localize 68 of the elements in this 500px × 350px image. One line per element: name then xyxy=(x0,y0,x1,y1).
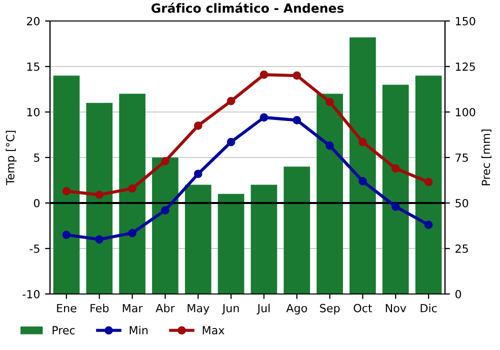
x-tick-label: Jun xyxy=(222,304,239,314)
point xyxy=(326,98,334,106)
y-tick-label: 20 xyxy=(26,16,40,26)
y2-tick-label: 50 xyxy=(456,198,468,208)
legend-label: Max xyxy=(202,326,224,334)
point xyxy=(391,164,400,173)
y-tick-label: -10 xyxy=(22,290,40,298)
bar xyxy=(86,102,113,294)
point xyxy=(95,190,104,199)
y-tick-label: 5 xyxy=(34,154,40,162)
x-tick-label: Jul xyxy=(256,304,270,314)
point xyxy=(391,202,400,211)
point xyxy=(326,142,334,150)
bar xyxy=(316,94,343,294)
y2-tick-label: 75 xyxy=(456,154,468,162)
point xyxy=(95,235,104,244)
point xyxy=(161,156,170,166)
point xyxy=(128,228,136,238)
point xyxy=(260,70,268,79)
point xyxy=(128,184,136,193)
x-tick-label: Abr xyxy=(156,304,175,312)
x-tick-label: Sep xyxy=(320,304,340,314)
y2-axis-title: Prec [mm] xyxy=(481,130,492,186)
point xyxy=(260,113,268,122)
y2-tick-label: 150 xyxy=(456,16,476,26)
y-tick-label: 10 xyxy=(27,108,40,116)
bar xyxy=(184,184,212,294)
y2-tick-label: 25 xyxy=(456,244,468,253)
y-tick-label: 0 xyxy=(34,198,40,208)
y2-tick-label: 0 xyxy=(455,290,462,298)
point xyxy=(194,170,202,178)
point xyxy=(292,71,302,80)
bar xyxy=(152,158,178,294)
y2-tick-label: 125 xyxy=(456,62,475,71)
bar xyxy=(218,194,244,294)
bar xyxy=(415,76,442,294)
x-tick-label: Ene xyxy=(57,304,76,312)
x-tick-label: Nov xyxy=(386,304,406,312)
chart-title: Gráfico climático - Andenes xyxy=(151,2,344,13)
x-tick-label: Dic xyxy=(420,304,437,312)
bar xyxy=(53,76,80,294)
y-tick-label: 15 xyxy=(27,62,40,71)
point xyxy=(358,176,367,186)
legend-label: Prec xyxy=(52,326,75,334)
y2-tick-label: 100 xyxy=(456,108,476,116)
bar xyxy=(119,94,146,294)
point xyxy=(292,116,302,124)
x-tick-label: Oct xyxy=(354,304,372,312)
bar xyxy=(284,166,310,294)
point xyxy=(161,206,170,214)
point xyxy=(358,138,367,146)
point xyxy=(226,138,236,146)
point xyxy=(424,220,433,230)
y-axis-title: Temp [°C] xyxy=(6,130,17,186)
bar xyxy=(382,84,409,294)
bar xyxy=(350,37,376,294)
point xyxy=(194,121,202,130)
x-tick-label: Ago xyxy=(286,304,307,314)
point xyxy=(62,230,71,240)
legend-label: Min xyxy=(130,326,148,334)
x-tick-label: Mar xyxy=(122,304,143,312)
x-tick-label: May xyxy=(188,304,210,314)
point xyxy=(226,96,236,106)
y-tick-label: -5 xyxy=(30,244,40,253)
point xyxy=(424,178,433,186)
x-tick-label: Feb xyxy=(90,304,109,312)
point xyxy=(62,187,71,196)
bar xyxy=(250,184,278,294)
